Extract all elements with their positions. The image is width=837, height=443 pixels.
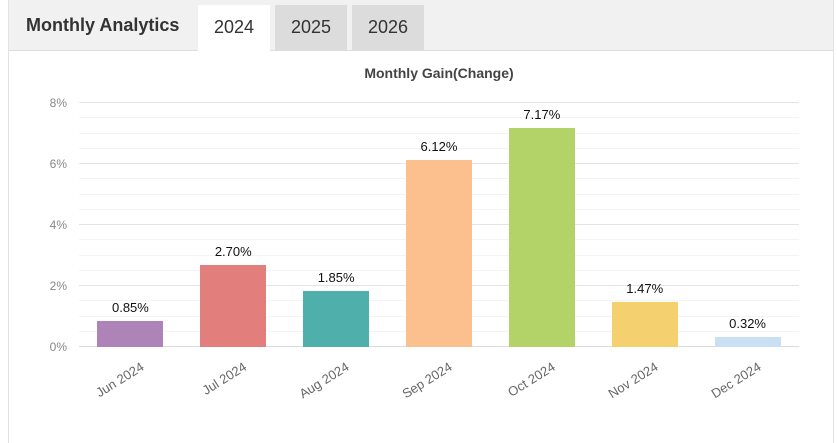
tab-2026[interactable]: 2026 — [352, 5, 424, 50]
bar-slot: 1.85% — [285, 103, 388, 347]
plot-wrap: 0% 2% 4% 6% 8% 0.85% 2.70% 1.85% 6.12% 7.17% 1.47… — [50, 96, 799, 354]
y-tick-label: 4% — [49, 218, 67, 232]
tab-2024[interactable]: 2024 — [198, 5, 270, 51]
bar-value-label: 0.32% — [729, 316, 766, 332]
bar-slot: 1.47% — [593, 103, 696, 347]
y-tick-label: 8% — [49, 96, 67, 110]
bar-slot: 7.17% — [490, 103, 593, 347]
x-axis-labels: Jun 2024 Jul 2024 Aug 2024 Sep 2024 Oct 2024… — [79, 347, 799, 432]
bar-value-label: 2.70% — [214, 243, 252, 259]
bar-slot: 0.32% — [696, 103, 799, 347]
bar-aug-2024 — [303, 290, 370, 347]
y-tick-label: 0% — [49, 340, 67, 354]
x-tick-label: Aug 2024 — [296, 359, 353, 402]
widget-title: Monthly Analytics — [26, 14, 180, 35]
bar-oct-2024 — [508, 128, 575, 347]
gridline-minor — [79, 147, 799, 149]
tab-2025[interactable]: 2025 — [275, 5, 347, 50]
x-tick-label: Sep 2024 — [399, 359, 455, 402]
bar-value-label: 6.12% — [420, 139, 458, 155]
monthly-gain-chart: Monthly Gain(Change) 0% 2% 4% 6% 8% 0.85% 2.7… — [9, 65, 833, 432]
y-tick-label: 2% — [49, 279, 67, 293]
gridline-major — [79, 102, 799, 103]
bar-value-label: 7.17% — [523, 107, 561, 123]
y-tick-label: 6% — [49, 157, 67, 171]
gridline-minor — [79, 117, 799, 119]
x-tick-label: Jul 2024 — [199, 359, 250, 398]
monthly-analytics-widget: Monthly Analytics 2024 2025 2026 Monthly G… — [8, 0, 834, 443]
bar-sep-2024 — [405, 160, 472, 347]
bar-slot: 0.85% — [79, 103, 182, 347]
bar-value-label: 1.85% — [317, 269, 355, 285]
gridline-minor — [79, 132, 799, 134]
x-tick-label: Dec 2024 — [708, 359, 764, 402]
x-tick-label: Oct 2024 — [505, 359, 558, 400]
bar-jul-2024 — [200, 264, 267, 347]
bar-nov-2024 — [611, 302, 678, 347]
bar-value-label: 0.85% — [111, 300, 149, 316]
x-tick-label: Jun 2024 — [93, 359, 147, 401]
bar-slot: 6.12% — [388, 103, 491, 347]
year-tabs: 2024 2025 2026 — [198, 0, 424, 51]
bar-dec-2024 — [714, 337, 781, 347]
widget-header: Monthly Analytics 2024 2025 2026 — [9, 0, 833, 51]
bar-jun-2024 — [97, 321, 164, 347]
chart-title: Monthly Gain(Change) — [364, 65, 514, 81]
x-tick-label: Nov 2024 — [605, 359, 661, 402]
bar-value-label: 1.47% — [626, 281, 664, 297]
bar-slot: 2.70% — [182, 103, 285, 347]
